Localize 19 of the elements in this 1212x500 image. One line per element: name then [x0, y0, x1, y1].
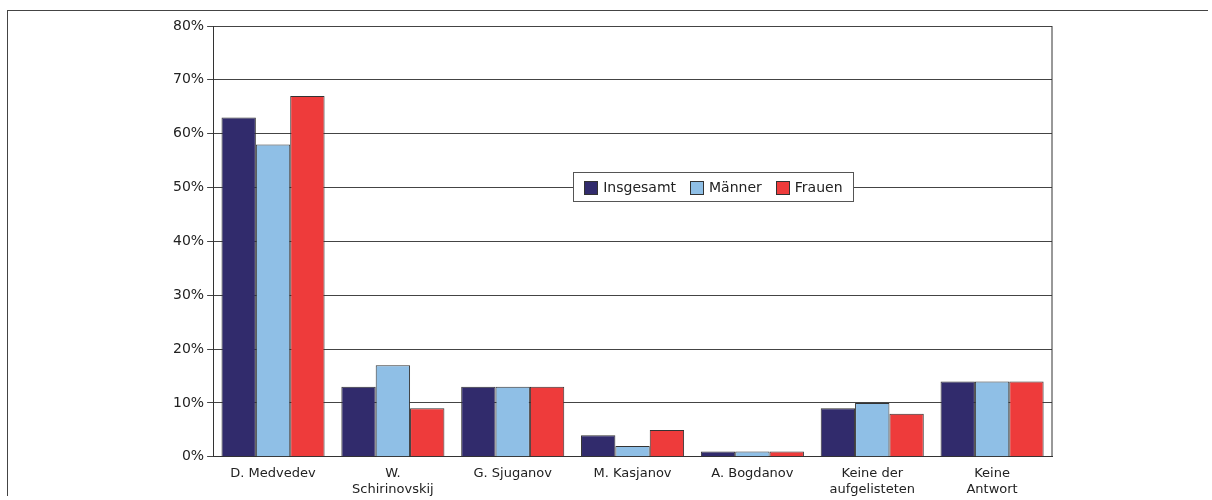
y-tick-label: 60% — [172, 124, 205, 141]
y-tick-label: 30% — [172, 285, 205, 302]
y-tick-label: 50% — [172, 178, 205, 195]
y-tick-label: 10% — [172, 393, 205, 410]
x-tick-label: G. Sjuganov — [473, 464, 553, 480]
legend-label: Insgesamt — [602, 179, 677, 196]
y-tick-label: 0% — [181, 447, 205, 464]
legend-label: Männer — [708, 179, 762, 196]
x-tick-label: A. Bogdanov — [711, 464, 794, 480]
x-tick-label: Keine der aufgelisteten — [829, 464, 915, 496]
y-tick-label: 70% — [172, 70, 205, 87]
y-tick-label: 20% — [172, 339, 205, 356]
y-tick-label: 80% — [172, 16, 205, 33]
x-tick-label: W. Schirinovskij — [352, 464, 434, 496]
x-tick-label: Keine Antwort — [966, 464, 1018, 496]
x-tick-label: M. Kasjanov — [593, 464, 672, 480]
x-tick-label: D. Medvedev — [230, 464, 317, 480]
y-tick-label: 40% — [172, 232, 205, 249]
legend-label: Frauen — [793, 179, 843, 196]
